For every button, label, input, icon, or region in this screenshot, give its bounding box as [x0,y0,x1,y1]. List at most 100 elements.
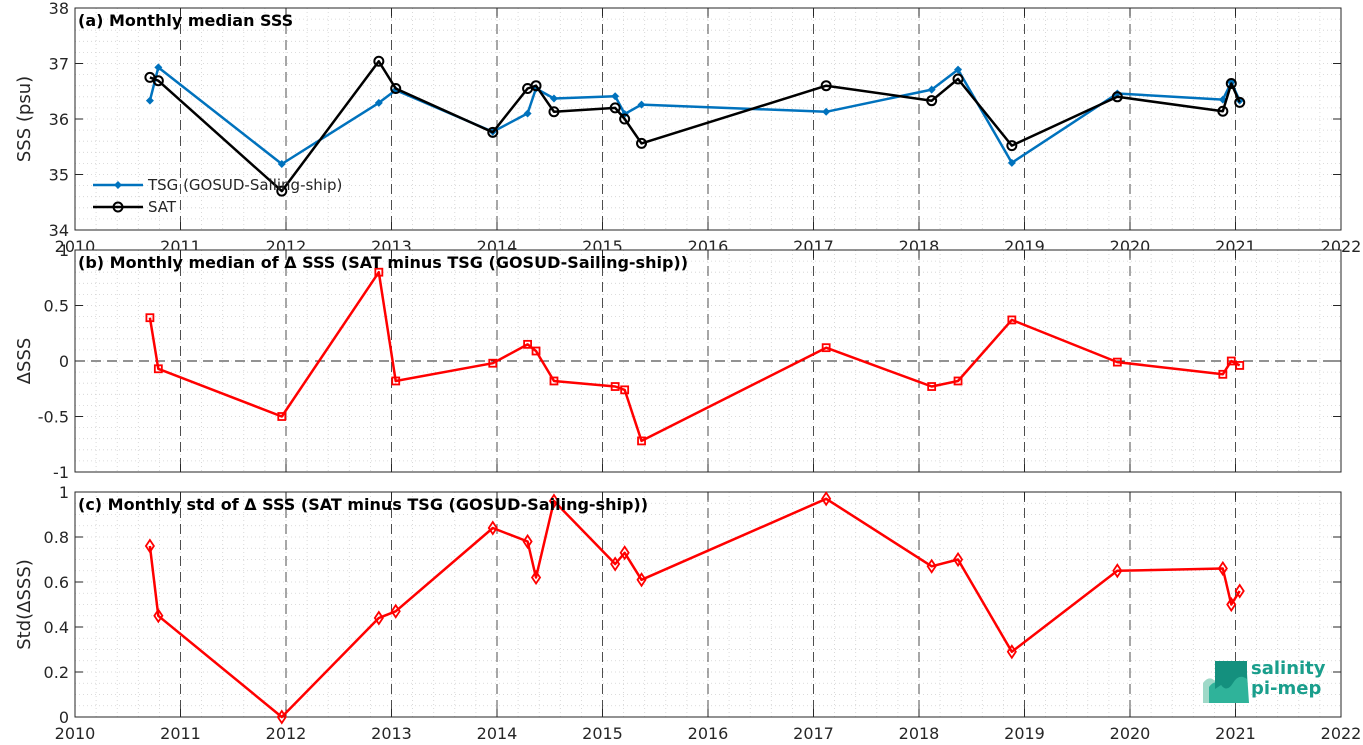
logo-text: salinity pi-mep [1251,659,1326,699]
data-point [1006,140,1018,152]
data-point [637,436,646,446]
data-point [374,267,384,277]
data-point [153,364,163,374]
y-axis-label: SSS (psu) [14,76,35,162]
data-point [636,572,647,588]
y-tick-label: -1 [53,463,69,482]
data-point [1234,96,1246,108]
x-tick-label: 2022 [1321,724,1362,743]
y-tick-label: 0.6 [44,573,69,592]
data-point [373,55,385,67]
data-point [1217,105,1229,117]
data-point [637,100,646,109]
data-point [954,65,963,74]
logo-line-2: pi-mep [1251,678,1322,699]
data-point [152,75,164,87]
y-tick-label: 38 [49,0,69,18]
data-point [1225,77,1237,89]
data-point [953,376,963,386]
data-point [1234,583,1245,599]
data-point [153,608,164,624]
data-point [530,80,542,92]
y-tick-label: -0.5 [38,408,69,427]
data-point [1007,315,1017,325]
data-point [276,709,287,725]
data-point [1226,356,1236,366]
salinity-pimep-logo: salinity pi-mep [1203,657,1333,705]
data-point [374,98,383,107]
y-tick-label: 35 [49,166,69,185]
data-point [1113,89,1122,98]
y-tick-label: 0.5 [44,297,69,316]
data-point [611,92,620,101]
data-point [548,106,560,118]
y-tick-label: 0.4 [44,618,69,637]
axes-frame [74,491,1342,718]
data-point [1226,596,1237,613]
data-point [1112,357,1122,367]
data-point [145,313,155,323]
data-point [952,73,964,85]
data-point [1218,369,1228,379]
logo-line-1: salinity [1251,658,1326,679]
x-tick-label: 2017 [793,724,834,743]
data-point [821,343,831,353]
data-point [487,520,498,536]
panel-title: (c) Monthly std of Δ SSS (SAT minus TSG … [78,495,648,514]
data-point [487,126,499,138]
panel-b-median-delta-sss: -1 -0.5 0 0.5 1 ΔSSS (b) Monthly median of Δ S… [14,241,1342,482]
data-point [144,538,155,554]
x-tick-label: 2018 [899,724,940,743]
wave-logo-icon [1203,661,1249,703]
y-axis-label: ΔSSS [14,338,35,385]
data-point [1006,644,1017,660]
x-tick-label: 2010 [55,724,96,743]
data-point [610,556,621,572]
axes-frame [74,7,1342,231]
x-tick-label: 2020 [1110,724,1151,743]
y-tick-label: 0.2 [44,663,69,682]
data-point [522,533,533,550]
data-point [1217,560,1228,577]
panel-title: (a) Monthly median SSS [78,11,293,30]
y-tick-label: 37 [49,55,69,74]
x-tick-label: 2014 [477,724,518,743]
series-line [148,270,1241,443]
data-point [820,80,832,92]
data-point [927,85,936,94]
data-point [1235,361,1245,370]
x-tick-label: 2021 [1215,724,1256,743]
data-point [610,382,620,391]
y-tick-label: 36 [49,110,69,129]
data-point [277,412,287,421]
y-tick-label: 0 [59,708,69,727]
data-point [523,339,532,349]
data-point [390,603,401,619]
x-tick-label: 2013 [371,724,412,743]
data-point [619,545,630,561]
y-tick-label: 0 [59,352,69,371]
data-point [926,95,938,107]
data-point [488,358,498,368]
data-point [145,96,154,105]
data-point [619,113,631,125]
legend-label: TSG (GOSUD-Sailing-ship) [147,176,342,194]
panel-c-std-delta-sss: 0 0.2 0.4 0.6 0.8 1 2010 2011 2012 2013 2014 2015 20… [14,483,1361,743]
data-point [609,102,621,114]
data-point [154,63,163,72]
legend-marker [114,181,122,189]
data-point [1111,91,1123,103]
data-point [523,109,532,118]
data-point [926,558,937,574]
x-tick-label: 2016 [688,724,729,743]
y-tick-label: 1 [59,241,69,260]
data-point [549,94,558,103]
data-point [277,159,286,168]
axes-frame [74,249,1342,473]
data-point [548,493,560,509]
data-point [620,385,630,395]
data-point [822,107,831,116]
data-point [952,551,964,568]
